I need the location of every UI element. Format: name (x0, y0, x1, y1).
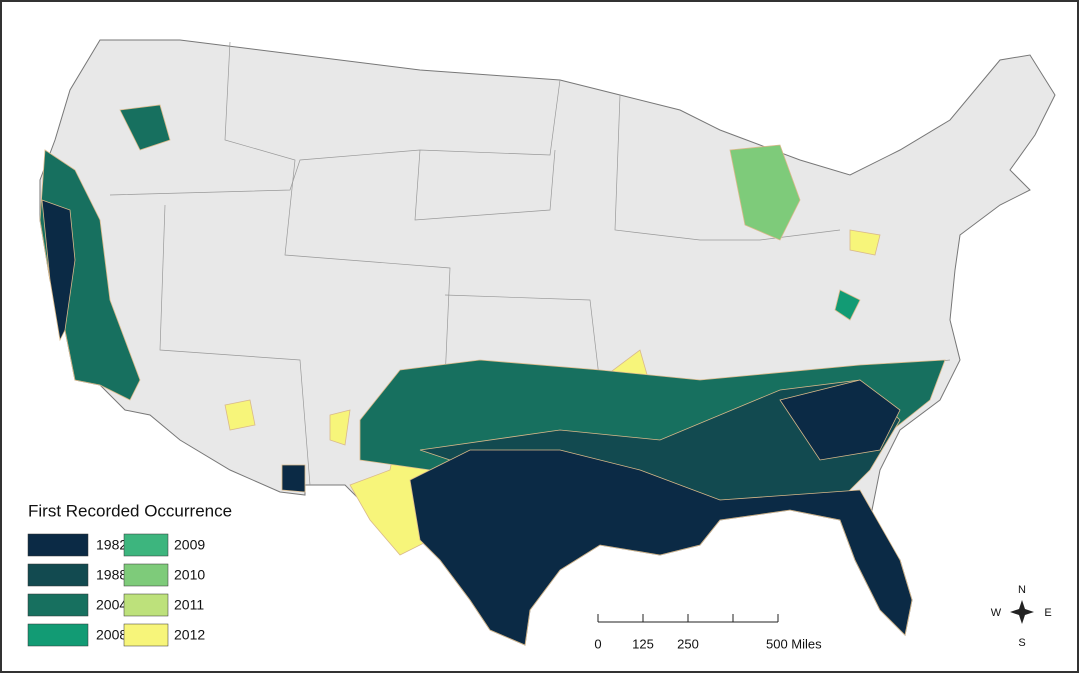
legend-label: 2012 (174, 627, 205, 643)
legend-swatch (123, 593, 169, 617)
legend-label: 2004 (96, 597, 127, 613)
compass-n: N (1018, 584, 1026, 596)
scale-label: 250 (677, 636, 699, 651)
legend-title: First Recorded Occurrence (28, 501, 232, 520)
legend-swatch (27, 593, 89, 617)
legend-label: 1988 (96, 567, 127, 583)
scale-bar: 0 125 250 500 Miles (594, 614, 822, 651)
legend-swatch (123, 563, 169, 587)
legend-swatch (27, 563, 89, 587)
legend-label: 2008 (96, 627, 127, 643)
compass-e: E (1044, 607, 1051, 619)
us-map (39, 39, 1056, 646)
legend: 1982 1988 2004 2008 2009 2010 2011 2012 (27, 533, 205, 647)
legend-label: 1982 (96, 537, 127, 553)
legend-swatch (123, 533, 169, 557)
legend-swatch (123, 623, 169, 647)
legend-label: 2011 (174, 597, 204, 613)
legend-label: 2010 (174, 567, 205, 583)
compass: N S E W (991, 584, 1052, 649)
compass-w: W (991, 607, 1002, 619)
compass-s: S (1018, 637, 1025, 649)
legend-swatch (27, 623, 89, 647)
compass-rose (1010, 600, 1034, 624)
scale-label: 125 (632, 636, 654, 651)
legend-swatch (27, 533, 89, 557)
range-areas (39, 104, 946, 646)
scale-label: 500 Miles (766, 636, 822, 651)
scale-label: 0 (594, 636, 601, 651)
legend-label: 2009 (174, 537, 205, 553)
